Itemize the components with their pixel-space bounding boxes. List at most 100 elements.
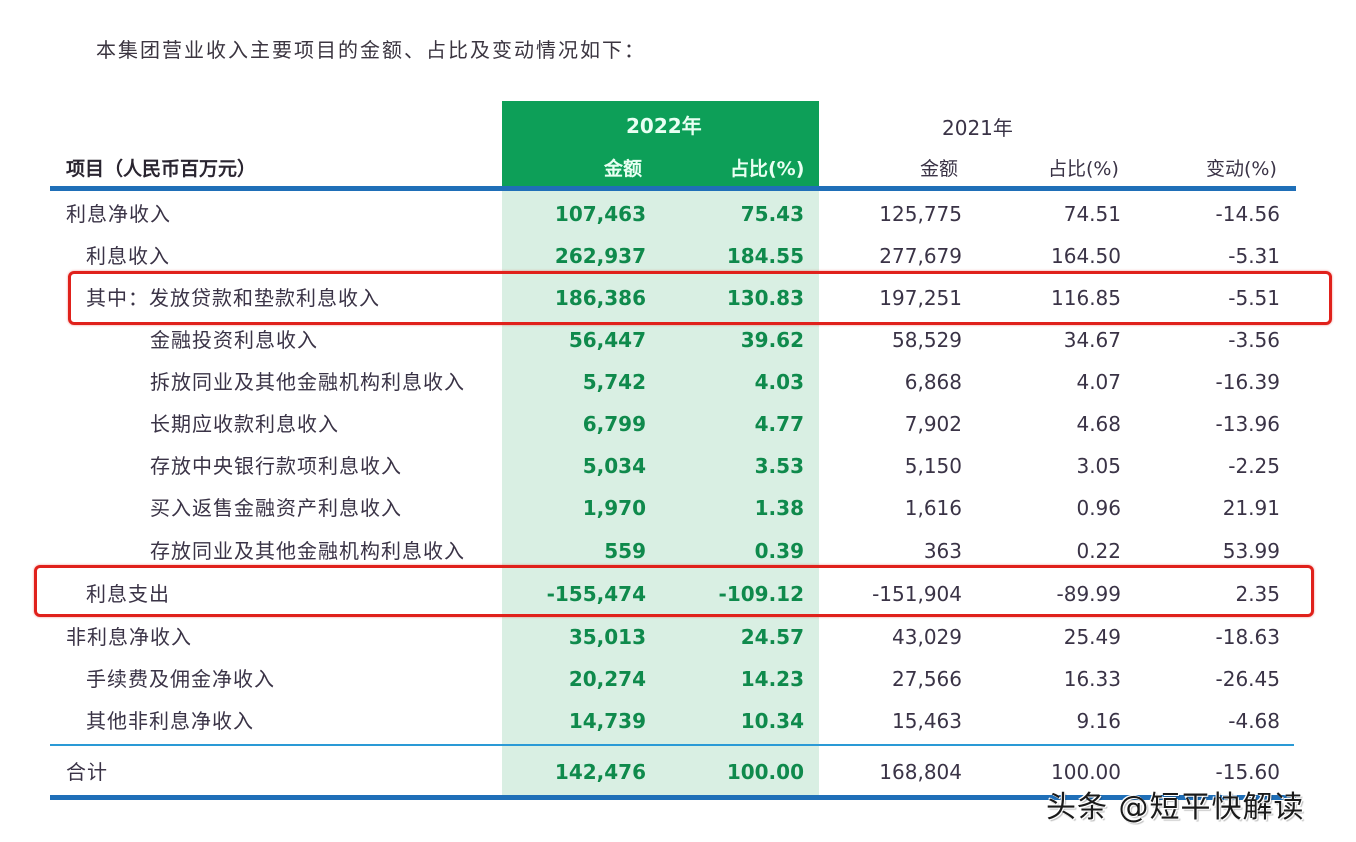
pct-2022: 75.43	[740, 202, 804, 226]
amount-2021: 43,029	[892, 625, 962, 649]
change-pct: -2.25	[1228, 454, 1280, 478]
total-amount-2021: 168,804	[879, 760, 962, 784]
table-row: 买入返售金融资产利息收入 1,970 1.38 1,616 0.96 21.91	[0, 487, 1356, 529]
amount-2021: 197,251	[879, 286, 962, 310]
amount-2021: 1,616	[904, 496, 962, 520]
amount-2022: 35,013	[568, 625, 646, 649]
pct-2021: 4.07	[1076, 370, 1121, 394]
change-pct: -18.63	[1215, 625, 1280, 649]
amount-2022: 186,386	[554, 286, 646, 310]
row-label: 存放中央银行款项利息收入	[150, 454, 402, 478]
total-pct-2022: 100.00	[726, 760, 804, 784]
change-pct: -5.31	[1228, 244, 1280, 268]
header-col-pct-2021: 占比(%)	[1048, 158, 1119, 180]
change-pct: -13.96	[1215, 412, 1280, 436]
amount-2022: 14,739	[568, 709, 646, 733]
amount-2021: 7,902	[904, 412, 962, 436]
pct-2022: 10.34	[740, 709, 804, 733]
amount-2022: -155,474	[546, 582, 646, 606]
amount-2021: 27,566	[892, 667, 962, 691]
header-item-label: 项目（人民币百万元）	[66, 158, 257, 180]
change-pct: 2.35	[1235, 582, 1280, 606]
pct-2021: 16.33	[1063, 667, 1121, 691]
change-pct: -4.68	[1228, 709, 1280, 733]
row-label: 其他非利息净收入	[86, 709, 254, 733]
table-row: 利息净收入 107,463 75.43 125,775 74.51 -14.56	[0, 193, 1356, 235]
pct-2022: 1.38	[754, 496, 804, 520]
amount-2021: 15,463	[892, 709, 962, 733]
pct-2021: -89.99	[1056, 582, 1121, 606]
pct-2021: 34.67	[1063, 328, 1121, 352]
table-total-row: 合计 142,476 100.00 168,804 100.00 -15.60	[0, 751, 1356, 793]
pct-2021: 0.22	[1076, 539, 1121, 563]
row-label: 金融投资利息收入	[150, 328, 318, 352]
header-year-2022: 2022年	[626, 114, 702, 138]
pct-2021: 4.68	[1076, 412, 1121, 436]
table-row: 拆放同业及其他金融机构利息收入 5,742 4.03 6,868 4.07 -1…	[0, 361, 1356, 403]
table-row: 其他非利息净收入 14,739 10.34 15,463 9.16 -4.68	[0, 700, 1356, 742]
pct-2021: 0.96	[1076, 496, 1121, 520]
intro-text: 本集团营业收入主要项目的金额、占比及变动情况如下：	[96, 38, 646, 62]
amount-2021: 277,679	[879, 244, 962, 268]
row-label: 非利息净收入	[66, 625, 192, 649]
pct-2022: 0.39	[754, 539, 804, 563]
header-col-amount-2021: 金额	[920, 158, 959, 180]
change-pct: -26.45	[1215, 667, 1280, 691]
amount-2022: 56,447	[568, 328, 646, 352]
pct-2022: -109.12	[718, 582, 804, 606]
pct-2021: 116.85	[1051, 286, 1121, 310]
table-row: 存放中央银行款项利息收入 5,034 3.53 5,150 3.05 -2.25	[0, 445, 1356, 487]
amount-2021: 58,529	[892, 328, 962, 352]
total-amount-2022: 142,476	[554, 760, 646, 784]
change-pct: -3.56	[1228, 328, 1280, 352]
row-label: 拆放同业及其他金融机构利息收入	[150, 370, 465, 394]
row-label: 利息净收入	[66, 202, 171, 226]
pct-2022: 130.83	[726, 286, 804, 310]
amount-2022: 5,034	[582, 454, 646, 478]
table-row-highlighted: 其中：发放贷款和垫款利息收入 186,386 130.83 197,251 11…	[0, 277, 1356, 319]
change-pct: 53.99	[1222, 539, 1280, 563]
amount-2021: 6,868	[904, 370, 962, 394]
row-label: 买入返售金融资产利息收入	[150, 496, 402, 520]
pct-2022: 24.57	[740, 625, 804, 649]
pct-2021: 3.05	[1076, 454, 1121, 478]
pct-2021: 9.16	[1076, 709, 1121, 733]
highlight-2022-column-band	[502, 191, 819, 797]
highlight-2022-header-band	[502, 101, 819, 187]
header-col-amount-2022: 金额	[604, 158, 643, 180]
change-pct: -5.51	[1228, 286, 1280, 310]
pct-2022: 4.03	[754, 370, 804, 394]
subtotal-rule	[50, 744, 1294, 746]
amount-2022: 5,742	[582, 370, 646, 394]
amount-2021: -151,904	[872, 582, 962, 606]
amount-2022: 20,274	[568, 667, 646, 691]
amount-2021: 125,775	[879, 202, 962, 226]
pct-2022: 4.77	[754, 412, 804, 436]
pct-2021: 164.50	[1051, 244, 1121, 268]
table-row: 非利息净收入 35,013 24.57 43,029 25.49 -18.63	[0, 616, 1356, 658]
header-col-change: 变动(%)	[1206, 158, 1277, 180]
annotation-box-loan-interest	[68, 271, 1332, 325]
pct-2021: 74.51	[1063, 202, 1121, 226]
watermark: 头条 @短平快解读	[1046, 790, 1305, 825]
change-pct: -16.39	[1215, 370, 1280, 394]
amount-2022: 1,970	[582, 496, 646, 520]
table-row: 利息收入 262,937 184.55 277,679 164.50 -5.31	[0, 235, 1356, 277]
total-label: 合计	[66, 760, 108, 784]
table-row: 手续费及佣金净收入 20,274 14.23 27,566 16.33 -26.…	[0, 658, 1356, 700]
header-rule	[50, 186, 1296, 191]
table-row: 金融投资利息收入 56,447 39.62 58,529 34.67 -3.56	[0, 319, 1356, 361]
pct-2022: 14.23	[740, 667, 804, 691]
amount-2022: 6,799	[582, 412, 646, 436]
change-pct: 21.91	[1222, 496, 1280, 520]
row-label: 利息收入	[86, 244, 170, 268]
amount-2021: 363	[923, 539, 962, 563]
bottom-rule	[50, 795, 1296, 800]
row-label: 存放同业及其他金融机构利息收入	[150, 539, 465, 563]
header-col-pct-2022: 占比(%)	[730, 158, 805, 180]
amount-2022: 559	[604, 539, 646, 563]
row-label: 手续费及佣金净收入	[86, 667, 275, 691]
annotation-box-interest-expense	[34, 565, 1314, 617]
amount-2021: 5,150	[904, 454, 962, 478]
total-pct-2021: 100.00	[1051, 760, 1121, 784]
